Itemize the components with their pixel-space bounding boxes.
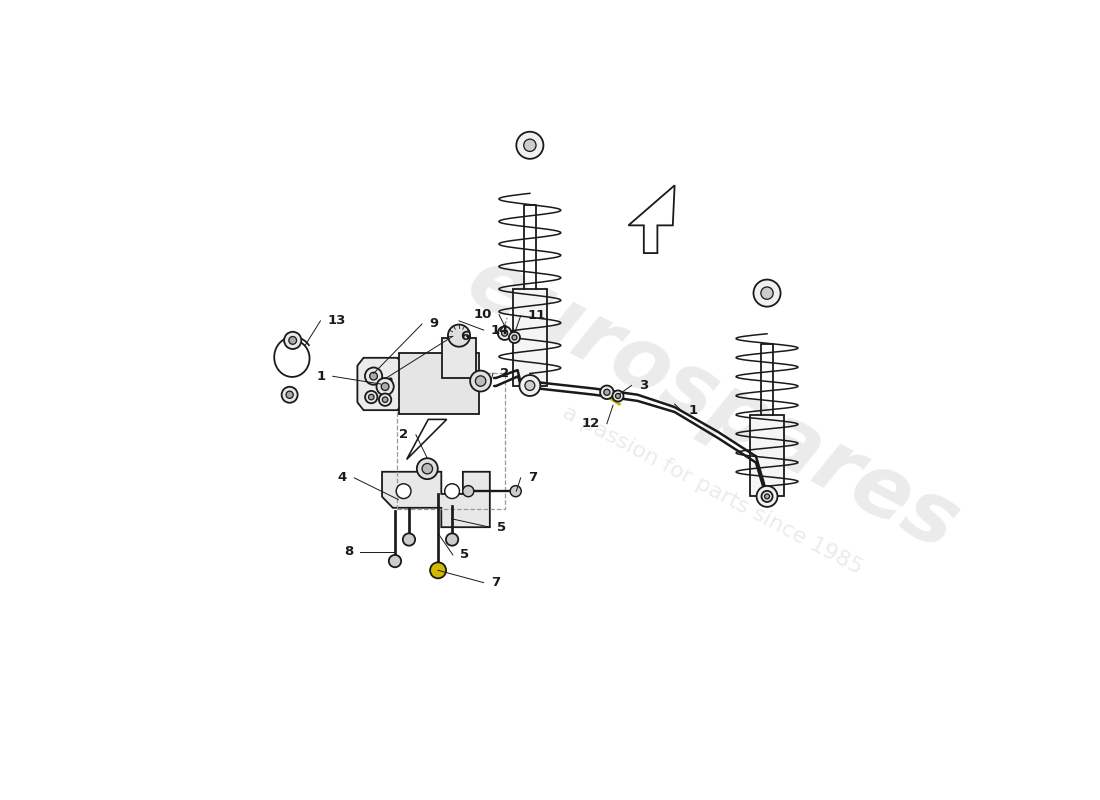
Circle shape	[512, 335, 517, 340]
Circle shape	[286, 391, 294, 398]
Circle shape	[403, 534, 415, 546]
Polygon shape	[750, 415, 784, 496]
Circle shape	[761, 287, 773, 299]
Circle shape	[383, 397, 388, 402]
Circle shape	[519, 375, 540, 396]
Circle shape	[446, 534, 459, 546]
Circle shape	[616, 394, 620, 398]
Circle shape	[601, 386, 614, 399]
Circle shape	[289, 337, 297, 344]
Text: 13: 13	[328, 314, 346, 327]
Circle shape	[764, 494, 770, 499]
Circle shape	[516, 132, 543, 159]
Text: eurospares: eurospares	[453, 239, 972, 569]
Circle shape	[475, 376, 486, 386]
Circle shape	[524, 139, 536, 151]
Circle shape	[509, 332, 520, 343]
Text: 1: 1	[689, 404, 697, 417]
Circle shape	[396, 484, 411, 498]
Circle shape	[370, 372, 377, 380]
Text: 10: 10	[473, 308, 492, 321]
Text: 4: 4	[338, 471, 346, 485]
Circle shape	[463, 486, 474, 497]
Text: 9: 9	[429, 318, 439, 330]
Text: 12: 12	[581, 418, 600, 430]
Circle shape	[761, 491, 772, 502]
Circle shape	[422, 463, 432, 474]
Circle shape	[470, 370, 491, 391]
Text: 14: 14	[491, 323, 509, 337]
Text: 2: 2	[399, 428, 408, 442]
FancyBboxPatch shape	[399, 354, 478, 414]
FancyBboxPatch shape	[442, 338, 475, 378]
Circle shape	[378, 394, 392, 406]
Polygon shape	[513, 290, 547, 386]
Circle shape	[613, 390, 624, 402]
Circle shape	[510, 486, 521, 497]
Circle shape	[498, 326, 512, 340]
Text: 7: 7	[528, 471, 537, 485]
Text: 3: 3	[639, 379, 648, 392]
Polygon shape	[358, 358, 404, 410]
Circle shape	[525, 381, 535, 390]
Circle shape	[604, 390, 609, 395]
Text: 6: 6	[460, 330, 470, 342]
Circle shape	[757, 486, 778, 507]
Circle shape	[376, 378, 394, 395]
Text: 2: 2	[500, 366, 509, 380]
Text: 11: 11	[528, 310, 547, 322]
Circle shape	[417, 458, 438, 479]
Circle shape	[382, 382, 389, 390]
Text: 1: 1	[316, 370, 326, 382]
Circle shape	[754, 279, 781, 306]
Circle shape	[365, 367, 382, 385]
Circle shape	[284, 332, 301, 349]
Text: a passion for parts since 1985: a passion for parts since 1985	[560, 402, 866, 578]
Circle shape	[502, 330, 508, 336]
Circle shape	[282, 386, 298, 402]
Polygon shape	[382, 472, 490, 527]
Circle shape	[365, 391, 377, 403]
Text: 5: 5	[460, 549, 470, 562]
Circle shape	[448, 325, 470, 346]
Circle shape	[430, 562, 447, 578]
Circle shape	[762, 491, 772, 502]
Bar	[397, 373, 505, 509]
Circle shape	[388, 555, 401, 567]
Text: 7: 7	[491, 576, 501, 589]
Circle shape	[444, 484, 460, 498]
Text: 5: 5	[497, 521, 506, 534]
Text: 8: 8	[344, 546, 353, 558]
Circle shape	[368, 394, 374, 400]
